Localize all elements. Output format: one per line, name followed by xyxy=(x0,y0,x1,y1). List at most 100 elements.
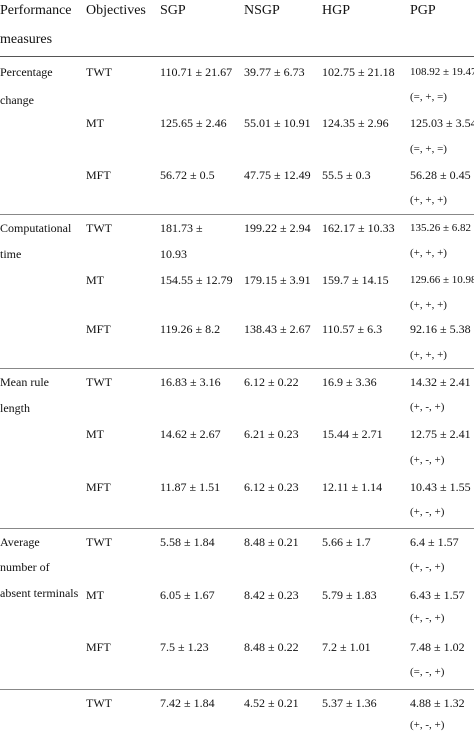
nsgp-cell: 179.15 ± 3.91 xyxy=(244,273,311,287)
hgp-cell: 5.37 ± 1.36 xyxy=(322,696,377,710)
header-measures-line2: measures xyxy=(0,32,53,47)
objective-cell: TWT xyxy=(86,535,112,549)
nsgp-cell: 8.42 ± 0.23 xyxy=(244,588,299,602)
objective-cell: MT xyxy=(86,588,104,602)
hgp-cell: 5.66 ± 1.7 xyxy=(322,535,371,549)
sgp-cell: 11.87 ± 1.51 xyxy=(160,480,221,494)
pgp-cell: 129.66 ± 10.98 xyxy=(410,274,474,286)
pgp-cell: 6.43 ± 1.57 xyxy=(410,588,465,602)
measure-label: change xyxy=(0,93,34,107)
pgp-cell: 125.03 ± 3.54 xyxy=(410,116,474,130)
nsgp-cell: 8.48 ± 0.21 xyxy=(244,535,299,549)
pgp-significance: (+, -, +) xyxy=(410,612,445,624)
pgp-significance: (+, -, +) xyxy=(410,454,445,466)
pgp-significance: (+, +, +) xyxy=(410,194,447,206)
header-pgp: PGP xyxy=(410,3,436,18)
sgp-cell: 6.05 ± 1.67 xyxy=(160,588,215,602)
objective-cell: TWT xyxy=(86,696,112,710)
sgp-cell: 14.62 ± 2.67 xyxy=(160,427,221,441)
hgp-cell: 12.11 ± 1.14 xyxy=(322,480,383,494)
nsgp-cell: 8.48 ± 0.22 xyxy=(244,640,299,654)
nsgp-cell: 47.75 ± 12.49 xyxy=(244,168,311,182)
measure-label: Computational xyxy=(0,221,72,235)
objective-cell: TWT xyxy=(86,221,112,235)
nsgp-cell: 138.43 ± 2.67 xyxy=(244,322,311,336)
hgp-cell: 110.57 ± 6.3 xyxy=(322,322,383,336)
objective-cell: TWT xyxy=(86,375,112,389)
pgp-cell: 56.28 ± 0.45 xyxy=(410,168,471,182)
sgp-cell: 110.71 ± 21.67 xyxy=(160,65,233,79)
header-measures-line1: Performance xyxy=(0,3,72,18)
pgp-significance: (+, +, +) xyxy=(410,247,447,259)
nsgp-cell: 6.12 ± 0.22 xyxy=(244,375,299,389)
measure-label: number of xyxy=(0,560,50,574)
sgp-cell-continued: 10.93 xyxy=(160,247,187,261)
header-rule xyxy=(0,56,474,57)
sgp-cell: 7.5 ± 1.23 xyxy=(160,640,209,654)
sgp-cell: 119.26 ± 8.2 xyxy=(160,322,221,336)
pgp-cell: 14.32 ± 2.41 xyxy=(410,375,471,389)
sgp-cell: 154.55 ± 12.79 xyxy=(160,273,233,287)
group-rule xyxy=(0,528,474,529)
pgp-cell: 92.16 ± 5.38 xyxy=(410,322,471,336)
pgp-significance: (+, -, +) xyxy=(410,561,445,573)
objective-cell: MT xyxy=(86,116,104,130)
pgp-cell: 6.4 ± 1.57 xyxy=(410,535,459,549)
pgp-cell: 4.88 ± 1.32 xyxy=(410,696,465,710)
hgp-cell: 159.7 ± 14.15 xyxy=(322,273,389,287)
objective-cell: MFT xyxy=(86,640,111,654)
sgp-cell: 16.83 ± 3.16 xyxy=(160,375,221,389)
objective-cell: MT xyxy=(86,273,104,287)
objective-cell: MFT xyxy=(86,480,111,494)
objective-cell: MT xyxy=(86,427,104,441)
hgp-cell: 7.2 ± 1.01 xyxy=(322,640,371,654)
nsgp-cell: 55.01 ± 10.91 xyxy=(244,116,311,130)
header-nsgp: NSGP xyxy=(244,3,280,18)
pgp-significance: (+, +, +) xyxy=(410,349,447,361)
pgp-significance: (=, -, +) xyxy=(410,666,445,678)
header-hgp: HGP xyxy=(322,3,351,18)
nsgp-cell: 39.77 ± 6.73 xyxy=(244,65,305,79)
measure-label: length xyxy=(0,401,30,415)
objective-cell: MFT xyxy=(86,168,111,182)
sgp-cell: 125.65 ± 2.46 xyxy=(160,116,227,130)
objective-cell: TWT xyxy=(86,65,112,79)
pgp-significance: (+, -, +) xyxy=(410,506,445,518)
sgp-cell: 56.72 ± 0.5 xyxy=(160,168,215,182)
hgp-cell: 102.75 ± 21.18 xyxy=(322,65,395,79)
header-sgp: SGP xyxy=(160,3,186,18)
pgp-significance: (=, +, =) xyxy=(410,143,447,155)
pgp-cell: 108.92 ± 19.47 xyxy=(410,66,474,78)
pgp-cell: 7.48 ± 1.02 xyxy=(410,640,465,654)
pgp-cell: 12.75 ± 2.41 xyxy=(410,427,471,441)
hgp-cell: 16.9 ± 3.36 xyxy=(322,375,377,389)
sgp-cell: 7.42 ± 1.84 xyxy=(160,696,215,710)
hgp-cell: 162.17 ± 10.33 xyxy=(322,221,395,235)
measure-label: time xyxy=(0,247,22,261)
measure-label: Mean rule xyxy=(0,375,49,389)
group-rule xyxy=(0,368,474,369)
pgp-cell: 135.26 ± 6.82 xyxy=(410,222,472,234)
pgp-cell: 10.43 ± 1.55 xyxy=(410,480,471,494)
objective-cell: MFT xyxy=(86,322,111,336)
pgp-significance: (+, -, +) xyxy=(410,719,445,731)
group-rule xyxy=(0,689,474,690)
pgp-significance: (+, +, +) xyxy=(410,299,447,311)
group-rule xyxy=(0,214,474,215)
pgp-significance: (+, -, +) xyxy=(410,401,445,413)
header-objectives: Objectives xyxy=(86,3,146,18)
nsgp-cell: 6.21 ± 0.23 xyxy=(244,427,299,441)
measure-label: Average xyxy=(0,535,40,549)
nsgp-cell: 4.52 ± 0.21 xyxy=(244,696,299,710)
nsgp-cell: 199.22 ± 2.94 xyxy=(244,221,311,235)
measure-label: absent terminals xyxy=(0,586,79,600)
sgp-cell: 181.73 ± xyxy=(160,221,203,235)
hgp-cell: 5.79 ± 1.83 xyxy=(322,588,377,602)
nsgp-cell: 6.12 ± 0.23 xyxy=(244,480,299,494)
sgp-cell: 5.58 ± 1.84 xyxy=(160,535,215,549)
measure-label: Percentage xyxy=(0,65,53,79)
pgp-significance: (=, +, =) xyxy=(410,91,447,103)
hgp-cell: 124.35 ± 2.96 xyxy=(322,116,389,130)
hgp-cell: 55.5 ± 0.3 xyxy=(322,168,371,182)
